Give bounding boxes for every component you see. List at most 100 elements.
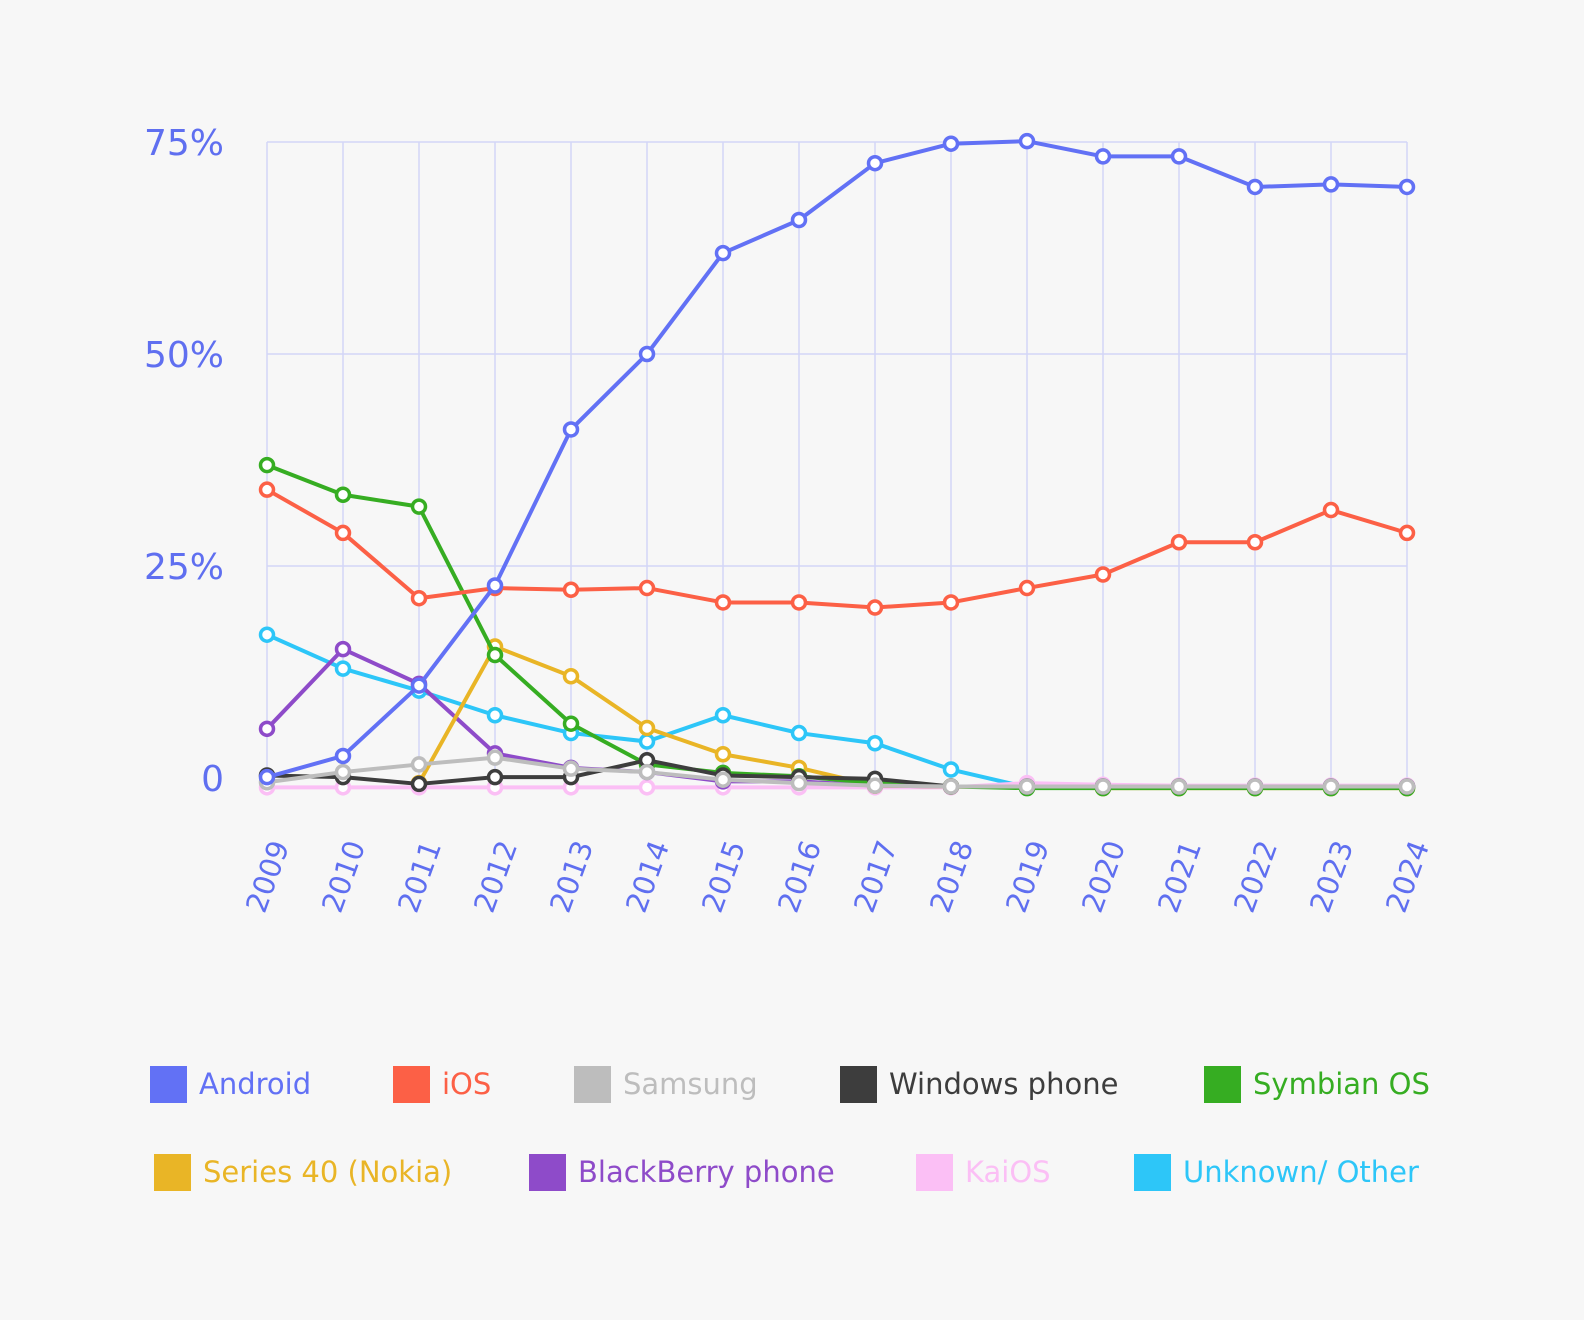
x-tick-label: 2013	[543, 836, 600, 917]
y-tick-label: 0	[201, 759, 224, 800]
data-point	[790, 594, 808, 611]
series-line	[265, 755, 1409, 789]
data-point	[942, 135, 960, 152]
data-point	[714, 244, 732, 262]
data-point	[1018, 579, 1036, 597]
x-tick-label: 2020	[1075, 836, 1132, 917]
data-point	[714, 771, 732, 788]
series-line	[265, 139, 1409, 780]
series-line	[265, 487, 1409, 610]
data-point	[410, 589, 428, 607]
data-point	[1322, 176, 1340, 193]
data-point	[638, 779, 656, 796]
y-tick-label: 50%	[144, 335, 224, 376]
y-tick-label: 75%	[144, 123, 224, 164]
data-point	[638, 763, 656, 781]
data-point	[1398, 524, 1416, 542]
series-android	[258, 132, 1416, 786]
series-unknown-other	[258, 626, 1416, 796]
data-point	[1398, 178, 1416, 196]
data-point	[714, 706, 732, 724]
data-point	[790, 724, 808, 742]
data-point	[258, 768, 276, 786]
x-axis-ticks: 2009 2010 2011 2012 2013 2014 2015 2016 2017 2018…	[239, 836, 1436, 917]
data-point	[1322, 501, 1340, 519]
data-point	[1246, 778, 1264, 795]
data-point	[562, 581, 580, 598]
data-point	[562, 715, 580, 732]
data-point	[562, 667, 580, 685]
data-point	[1094, 148, 1112, 165]
data-point	[410, 677, 428, 694]
data-point	[486, 749, 504, 766]
x-tick-label: 2010	[315, 836, 372, 917]
data-point	[1094, 778, 1112, 795]
data-point	[486, 577, 504, 594]
x-tick-label: 2017	[847, 836, 904, 917]
data-point	[486, 768, 504, 786]
data-point	[410, 756, 428, 773]
data-point	[1322, 778, 1340, 795]
data-point	[942, 594, 960, 611]
data-point	[410, 498, 428, 515]
data-point	[866, 599, 884, 616]
data-point	[942, 761, 960, 778]
x-tick-label: 2019	[999, 836, 1056, 917]
data-point	[638, 345, 656, 363]
x-tick-label: 2024	[1379, 836, 1436, 917]
data-point	[334, 763, 352, 781]
data-point	[334, 640, 352, 658]
y-axis-ticks: 0 25% 50% 75%	[144, 123, 224, 800]
data-point	[334, 747, 352, 765]
y-tick-label: 25%	[144, 547, 224, 588]
grid	[266, 141, 1408, 786]
x-tick-label: 2015	[695, 836, 752, 917]
data-point	[790, 211, 808, 229]
data-point	[1246, 178, 1264, 196]
series-ios	[258, 481, 1416, 616]
x-tick-label: 2016	[771, 836, 828, 917]
data-point	[942, 778, 960, 795]
data-point	[638, 579, 656, 597]
data-point	[866, 777, 884, 794]
data-point	[258, 481, 276, 498]
data-point	[790, 774, 808, 792]
x-tick-label: 2014	[619, 836, 676, 917]
data-point	[714, 594, 732, 611]
data-point	[866, 734, 884, 752]
x-tick-label: 2018	[923, 836, 980, 917]
data-point	[1246, 534, 1264, 551]
data-point	[1018, 132, 1036, 150]
data-point	[1170, 778, 1188, 795]
data-point	[866, 154, 884, 172]
data-point	[1018, 778, 1036, 795]
data-point	[258, 720, 276, 738]
data-point	[258, 456, 276, 474]
data-point	[1170, 148, 1188, 165]
x-tick-label: 2009	[239, 836, 296, 917]
data-point	[562, 760, 580, 777]
data-point	[486, 706, 504, 724]
series-lines	[258, 132, 1416, 797]
series-line	[265, 647, 1409, 789]
data-point	[1170, 534, 1188, 551]
data-point	[334, 660, 352, 677]
data-point	[714, 746, 732, 763]
x-tick-label: 2011	[391, 836, 448, 917]
x-tick-label: 2023	[1303, 836, 1360, 917]
data-point	[334, 524, 352, 542]
series-samsung	[258, 749, 1416, 795]
data-point	[1398, 778, 1416, 795]
data-point	[638, 719, 656, 737]
data-point	[334, 486, 352, 504]
data-point	[638, 733, 656, 750]
data-point	[486, 646, 504, 664]
x-tick-label: 2022	[1227, 836, 1284, 917]
series-symbian-os	[258, 456, 1416, 797]
x-tick-label: 2012	[467, 836, 524, 917]
data-point	[410, 775, 428, 793]
data-point	[562, 421, 580, 438]
data-point	[1094, 566, 1112, 583]
